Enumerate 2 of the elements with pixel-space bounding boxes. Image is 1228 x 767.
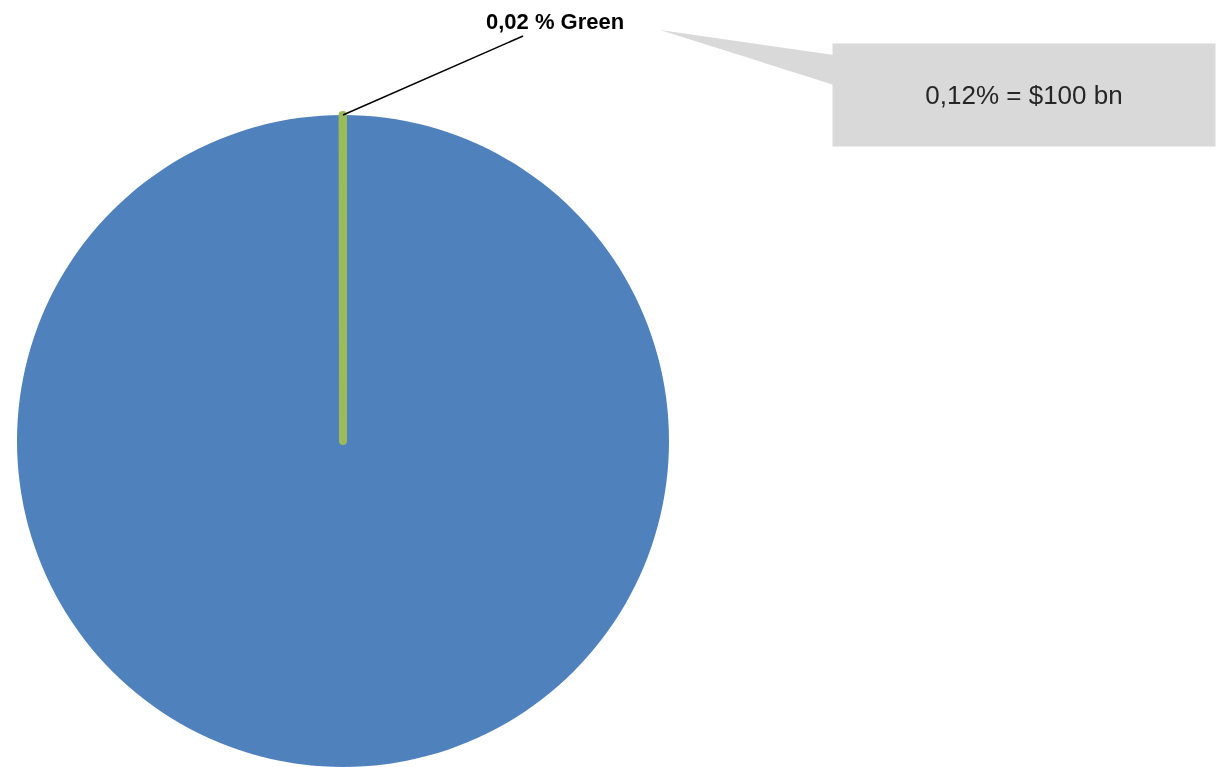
text: 0,12% = $100 bn <box>925 80 1123 110</box>
slice-label: 0,02 % Green <box>486 9 625 34</box>
